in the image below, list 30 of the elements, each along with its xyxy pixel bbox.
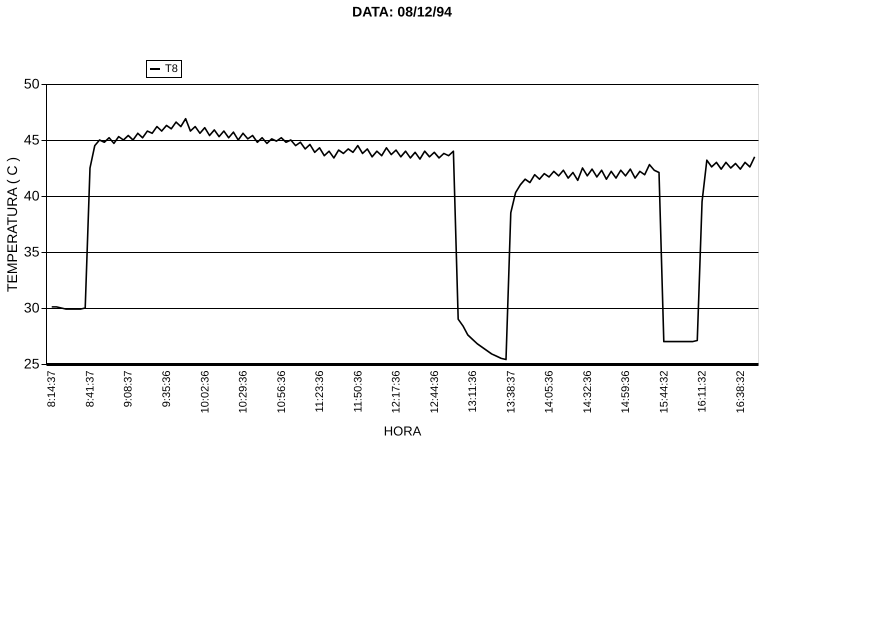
line-series bbox=[50, 118, 756, 360]
x-tick-label: 9:08:37 bbox=[122, 370, 135, 408]
y-tick-label: 25 bbox=[24, 356, 40, 372]
x-tick-label: 14:59:36 bbox=[620, 370, 632, 414]
x-tick-label: 16:38:32 bbox=[734, 370, 747, 414]
y-tick-label: 45 bbox=[24, 132, 40, 148]
x-tick-label: 11:23:36 bbox=[314, 370, 326, 413]
x-axis-title: HORA bbox=[384, 423, 422, 438]
chart-title: DATA: 08/12/94 bbox=[352, 4, 452, 20]
legend-label: T8 bbox=[165, 63, 178, 75]
x-tick-label: 11:50:36 bbox=[352, 370, 364, 413]
y-tick-label: 40 bbox=[24, 188, 40, 204]
x-tick-label: 16:11:32 bbox=[696, 370, 709, 413]
y-tick-label: 35 bbox=[24, 244, 40, 260]
x-tick-label: 8:14:37 bbox=[46, 370, 58, 408]
y-tick-label: 30 bbox=[24, 300, 40, 316]
x-tick-label: 14:32:36 bbox=[582, 370, 594, 414]
x-tick-label: 15:44:32 bbox=[658, 370, 670, 414]
x-tick-label: 8:41:37 bbox=[84, 370, 96, 408]
y-tick-label: 50 bbox=[24, 76, 40, 92]
x-tick-label: 12:17:36 bbox=[390, 370, 403, 414]
x-tick-label: 9:35:36 bbox=[161, 370, 173, 408]
x-tick-label: 10:56:36 bbox=[276, 370, 288, 414]
x-tick-label: 10:02:36 bbox=[199, 370, 212, 414]
x-tick-label: 13:38:37 bbox=[505, 370, 518, 414]
x-tick-label: 12:44:36 bbox=[428, 370, 441, 414]
x-tick-label: 14:05:36 bbox=[544, 370, 556, 414]
x-tick-label: 13:11:36 bbox=[467, 370, 480, 413]
x-tick-label: 10:29:36 bbox=[238, 370, 250, 414]
y-axis-title: TEMPERATURA ( C ) bbox=[4, 156, 20, 292]
